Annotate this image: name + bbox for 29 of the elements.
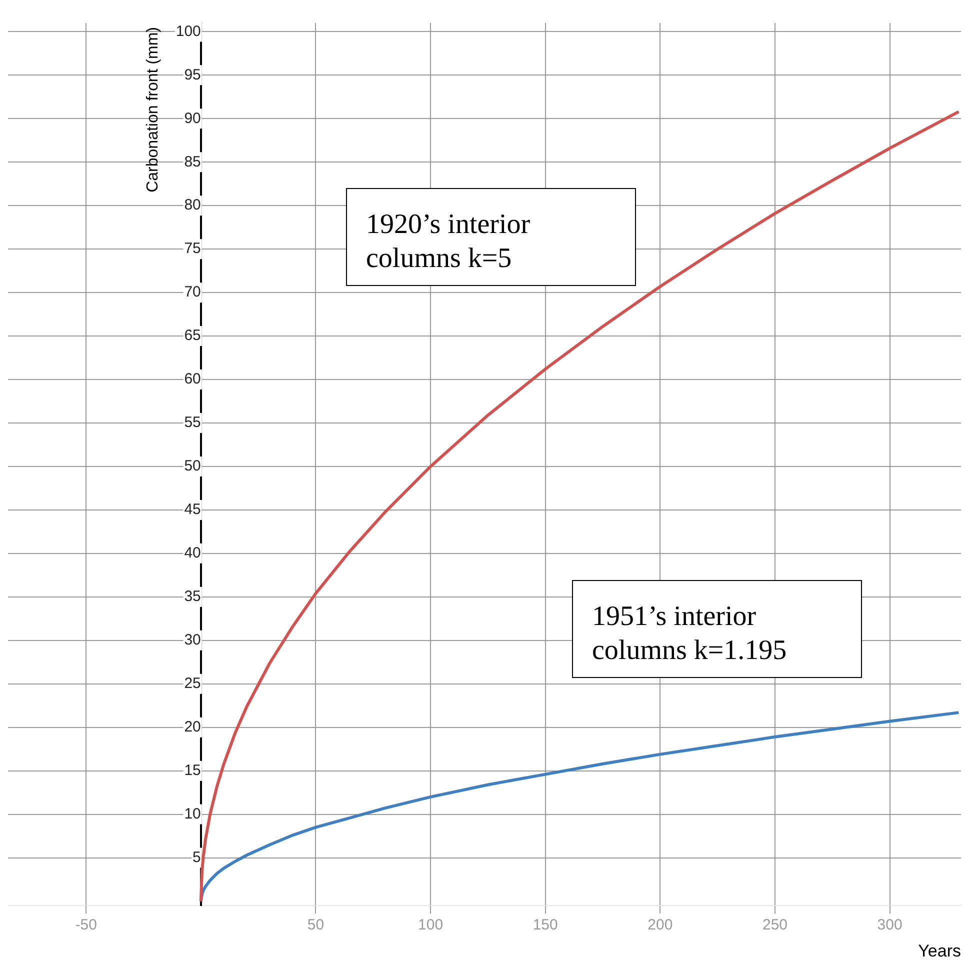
y-tick-label: 70 [184,284,201,301]
y-tick-label: 75 [184,240,201,258]
y-tick-label: 15 [184,762,201,779]
y-tick-label: 55 [184,414,201,432]
y-tick-label: 100 [176,22,201,40]
y-tick-label: 85 [184,153,201,170]
x-tick-label: 100 [418,916,444,934]
y-axis-title: Carbonation front (mm) [144,27,162,192]
x-tick-label: 200 [648,916,673,934]
y-tick-label: 80 [184,196,201,214]
x-tick-label: 150 [532,916,558,934]
y-tick-label: 40 [184,544,201,562]
x-tick-label: 250 [762,916,788,934]
y-tick-label: 65 [184,327,201,344]
x-tick-label: 300 [877,916,902,934]
x-tick-label: 50 [307,916,324,934]
y-tick-label: 50 [184,458,201,475]
x-tick-label: -50 [75,916,97,934]
y-tick-label: 30 [184,632,201,649]
y-tick-label: 45 [184,501,201,518]
y-tick-label: 95 [184,66,201,84]
y-tick-label: 10 [184,805,201,822]
y-tick-label: 35 [184,588,201,606]
y-tick-label: 25 [184,675,201,692]
y-tick-label: 20 [184,718,201,736]
y-tick-label: 60 [184,370,201,388]
y-tick-label: 5 [192,848,201,866]
y-tick-label: 90 [184,110,201,127]
x-axis-title: Years [918,941,961,960]
